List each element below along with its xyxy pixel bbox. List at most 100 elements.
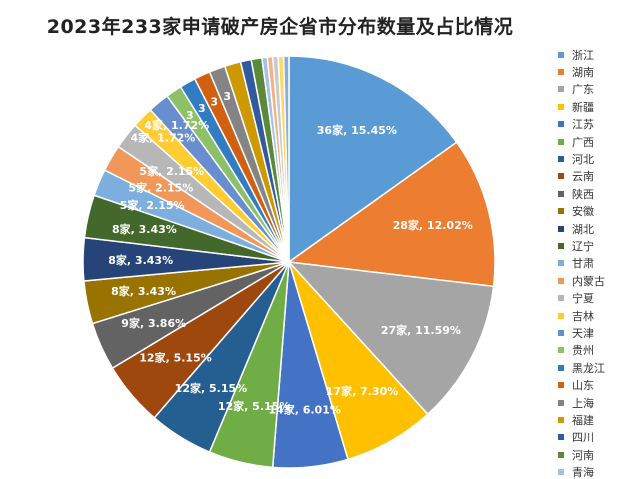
legend-swatch [558,69,564,76]
legend-swatch [558,416,564,423]
pie-slice-1 [286,141,496,288]
legend-item-10: 湖北 [558,220,640,237]
legend-swatch [558,295,564,302]
legend-swatch [558,312,564,319]
legend-item-17: 贵州 [558,342,640,359]
legend-item-23: 河南 [558,446,640,463]
legend-item-6: 河北 [558,150,640,167]
legend-label: 黑龙江 [572,361,605,375]
legend-swatch [558,242,564,249]
chart-title: 2023年233家申请破产房企省市分布数量及占比情况 [46,16,514,38]
legend-label: 江苏 [572,118,594,132]
pie-slices [82,55,496,469]
legend-label: 福建 [572,413,594,427]
legend-label: 云南 [572,170,594,184]
data-label-4: 14家, 6.01% [268,402,340,416]
data-label-12: 5家, 2.15% [120,198,185,212]
legend-label: 湖北 [572,222,594,236]
data-label-19: 3 [210,95,218,108]
legend-label: 青海 [572,466,594,479]
data-label-5: 12家, 5.15% [218,399,290,413]
legend-item-1: 湖南 [558,63,640,80]
pie-slice-0 [288,55,458,264]
legend-swatch [558,434,564,441]
legend-swatch [558,451,564,458]
legend-item-2: 广东 [558,81,640,98]
data-label-14: 5家, 2.15% [139,164,204,178]
legend-item-22: 四川 [558,429,640,446]
legend-label: 河南 [572,448,594,462]
legend-label: 湖南 [572,66,594,80]
legend-item-15: 吉林 [558,307,640,324]
legend-label: 安徽 [572,205,594,219]
legend-label: 辽宁 [572,239,594,253]
legend-label: 广西 [572,135,594,149]
legend-swatch [558,260,564,267]
legend-swatch [558,382,564,389]
legend-swatch [558,329,564,336]
legend-item-14: 宁夏 [558,289,640,306]
legend-item-13: 内蒙古 [558,272,640,289]
data-label-2: 27家, 11.59% [381,323,461,337]
legend-swatch [558,190,564,197]
legend-swatch [558,347,564,354]
data-label-10: 8家, 3.43% [108,253,173,267]
legend-item-9: 安徽 [558,203,640,220]
legend-label: 陕西 [572,187,594,201]
data-label-13: 5家, 2.15% [128,180,193,194]
legend-swatch [558,208,564,215]
legend-swatch [558,277,564,284]
pie-chart: 36家, 15.45% 28家, 12.02% 27家, 11.59% 17家, 7.… [82,55,496,469]
data-label-3: 17家, 7.30% [326,384,398,398]
legend-swatch [558,364,564,371]
legend-item-3: 新疆 [558,98,640,115]
legend-item-5: 广西 [558,133,640,150]
data-label-17: 3 [186,109,194,122]
pie-slice-28 [282,55,290,263]
legend-label: 浙江 [572,48,594,62]
data-label-16: 4家, 1.72% [144,118,209,132]
data-label-11: 8家, 3.43% [112,222,177,236]
legend-swatch [558,399,564,406]
legend-item-7: 云南 [558,168,640,185]
data-label-18: 3 [198,102,206,115]
legend-swatch [558,469,564,476]
legend-label: 四川 [572,431,594,445]
legend-swatch [558,86,564,93]
pie-slice-2 [287,261,495,416]
legend-item-21: 福建 [558,411,640,428]
legend-swatch [558,121,564,128]
legend-swatch [558,156,564,163]
legend-label: 广东 [572,83,594,97]
legend-label: 上海 [572,396,594,410]
legend-item-20: 上海 [558,394,640,411]
legend-swatch [558,138,564,145]
legend-item-11: 辽宁 [558,237,640,254]
data-label-15: 4家, 1.72% [130,131,195,145]
data-label-0: 36家, 15.45% [317,123,397,137]
data-label-20: 3 [223,90,231,103]
legend-label: 吉林 [572,309,594,323]
legend-label: 天津 [572,326,594,340]
legend-label: 山东 [572,379,594,393]
legend-swatch [558,103,564,110]
legend-swatch [558,173,564,180]
legend-label: 内蒙古 [572,274,605,288]
legend: 浙江湖南广东新疆江苏广西河北云南陕西安徽湖北辽宁甘肃内蒙古宁夏吉林天津贵州黑龙江… [558,46,640,479]
legend-swatch [558,51,564,58]
legend-label: 宁夏 [572,292,594,306]
legend-item-12: 甘肃 [558,255,640,272]
legend-item-19: 山东 [558,376,640,393]
legend-item-18: 黑龙江 [558,359,640,376]
legend-item-0: 浙江 [558,46,640,63]
legend-label: 新疆 [572,100,594,114]
pie-data-labels: 36家, 15.45% 28家, 12.02% 27家, 11.59% 17家, 7.… [108,90,472,417]
data-label-1: 28家, 12.02% [393,218,473,232]
legend-label: 河北 [572,153,594,167]
data-label-6: 12家, 5.15% [175,381,247,395]
data-label-8: 9家, 3.86% [121,316,186,330]
legend-item-24: 青海 [558,463,640,479]
legend-label: 甘肃 [572,257,594,271]
data-label-7: 12家, 5.15% [139,351,211,365]
legend-label: 贵州 [572,344,594,358]
